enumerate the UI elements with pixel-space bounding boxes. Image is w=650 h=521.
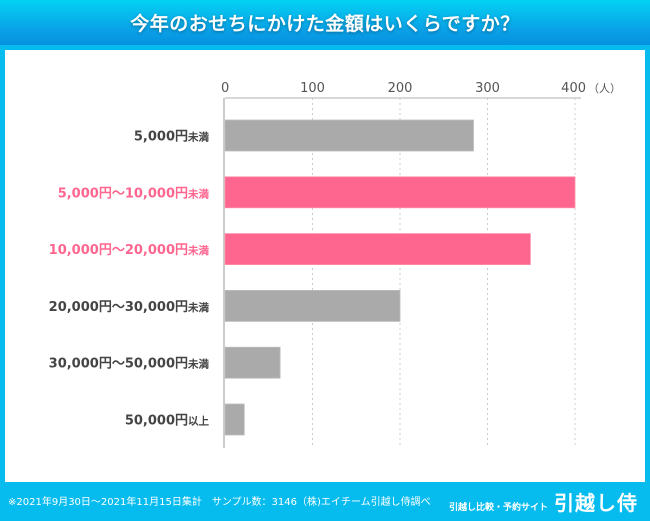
brand-logo: 引越し侍	[554, 491, 638, 515]
bar	[224, 289, 401, 322]
footer-brand: 引越し比較・予約サイト 引越し侍	[449, 487, 638, 516]
category-label-suffix: 未満	[187, 131, 209, 144]
category-label: 20,000円〜30,000円未満	[49, 300, 210, 315]
bar	[224, 403, 245, 436]
category-label: 50,000円以上	[125, 414, 210, 429]
footer-note: ※2021年9月30日〜2021年11月15日集計 サンプル数：3146（株)エ…	[8, 497, 431, 508]
category-label-suffix: 未満	[187, 187, 209, 200]
x-tick-label: 400	[561, 81, 586, 96]
title-band: 今年のおせちにかけた金額はいくらですか？	[0, 0, 650, 45]
x-tick-label: 0	[221, 81, 229, 96]
bar	[224, 346, 281, 379]
x-tick-label: 200	[388, 81, 413, 96]
category-label-main: 20,000円〜30,000円	[49, 300, 188, 315]
category-label-main: 50,000円	[125, 414, 188, 429]
category-label: 5,000円未満	[134, 130, 210, 145]
x-tick-label: 100	[300, 81, 325, 96]
bar	[224, 176, 576, 209]
category-label: 30,000円〜50,000円未満	[49, 357, 210, 372]
category-label: 10,000円〜20,000円未満	[49, 243, 210, 258]
category-label-suffix: 未満	[187, 244, 209, 257]
x-unit-label: （人）	[588, 82, 621, 95]
category-label-suffix: 以上	[188, 415, 209, 428]
category-label-main: 30,000円〜50,000円	[49, 357, 188, 372]
category-label-main: 5,000円	[134, 130, 188, 145]
category-label-suffix: 未満	[187, 358, 209, 371]
category-label-main: 5,000円〜10,000円	[58, 186, 188, 201]
bar	[224, 233, 531, 266]
brand-tagline: 引越し比較・予約サイト	[448, 503, 548, 513]
chart-title: 今年のおせちにかけた金額はいくらですか？	[130, 13, 520, 35]
x-tick-label: 300	[475, 81, 500, 96]
bar	[224, 119, 474, 152]
category-label-main: 10,000円〜20,000円	[49, 243, 188, 258]
category-label: 5,000円〜10,000円未満	[58, 186, 210, 201]
category-label-suffix: 未満	[187, 301, 209, 314]
